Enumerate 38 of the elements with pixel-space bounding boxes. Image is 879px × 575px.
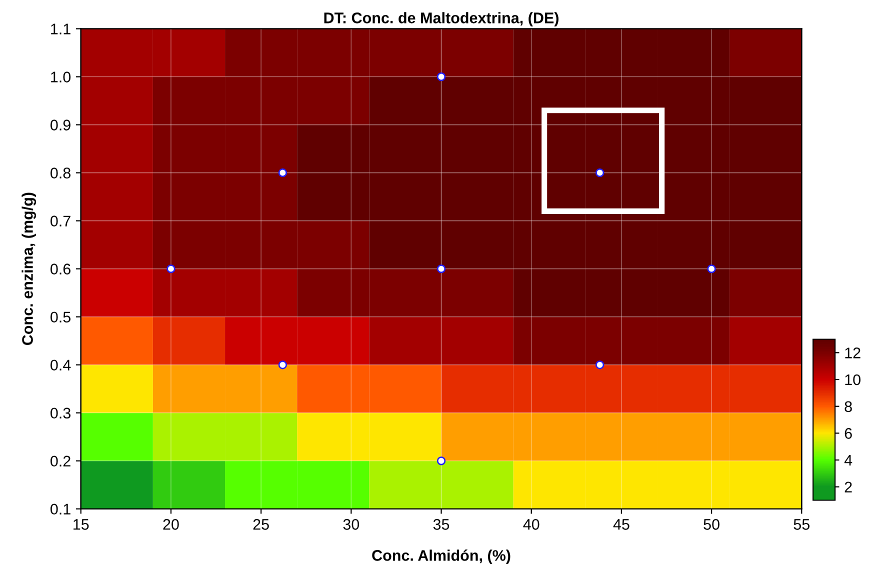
x-tick-label: 30 <box>343 519 360 530</box>
y-tick-label: 0.9 <box>50 120 70 130</box>
y-tick-label: 0.4 <box>50 360 71 371</box>
x-axis-title: Conc. Almidón, (%) <box>372 550 510 564</box>
y-tick-label: 0.6 <box>50 264 70 274</box>
color-bar-label: 12 <box>845 348 860 358</box>
point <box>278 168 288 178</box>
point <box>595 168 604 178</box>
x-tick-label: 50 <box>704 519 720 530</box>
x-tick-label: 55 <box>794 519 810 530</box>
y-tick-label: 0.8 <box>50 168 70 178</box>
point <box>436 264 446 274</box>
color-bar-label: 6 <box>844 428 852 439</box>
y-tick-label: 1.0 <box>51 72 71 82</box>
y-tick-label: 0.5 <box>50 312 71 323</box>
y-tick-label: 1.1 <box>51 24 70 34</box>
color-bar-label: 2 <box>844 482 852 492</box>
x-tick-label: 25 <box>253 519 269 530</box>
x-tick-label: 35 <box>433 519 450 530</box>
point <box>595 360 604 370</box>
color-bar-label: 8 <box>844 401 852 412</box>
y-tick-label: 0.1 <box>50 504 70 515</box>
chart-title: DT: Conc. de Maltodextrina, (DE) <box>324 12 558 26</box>
y-axis-title: Conc. enzima, (mg/g) <box>22 192 36 345</box>
y-tick-label: 0.3 <box>50 408 70 419</box>
point <box>707 264 716 274</box>
y-tick-label: 0.2 <box>50 456 70 467</box>
x-tick-label: 20 <box>163 519 179 530</box>
x-tick-label: 15 <box>74 519 89 530</box>
point <box>278 360 288 370</box>
color-bar-label: 4 <box>844 455 852 466</box>
point <box>436 456 446 466</box>
x-tick-label: 40 <box>523 519 540 530</box>
color-bar-label: 10 <box>845 374 860 386</box>
y-tick-label: 0.7 <box>50 216 70 226</box>
point <box>166 264 176 274</box>
point <box>436 72 446 82</box>
x-tick-label: 45 <box>613 519 630 530</box>
